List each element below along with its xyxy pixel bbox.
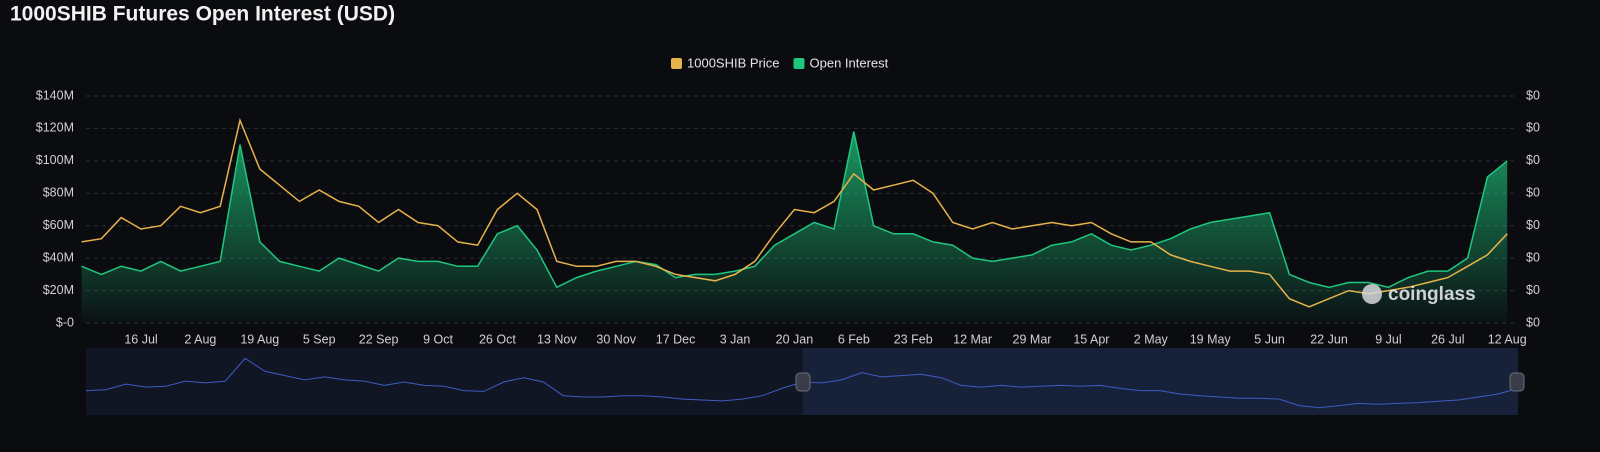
x-tick-label: 6 Feb [838, 332, 870, 346]
x-tick-label: 19 May [1190, 332, 1232, 346]
x-tick-label: 22 Sep [359, 332, 399, 346]
y-tick-label: $120M [36, 121, 74, 135]
x-tick-label: 2 May [1134, 332, 1169, 346]
x-tick-label: 15 Apr [1073, 332, 1109, 346]
x-tick-label: 26 Oct [479, 332, 516, 346]
y2-tick-label: $0 [1526, 283, 1540, 297]
y2-tick-label: $0 [1526, 218, 1540, 232]
y2-tick-label: $0 [1526, 121, 1540, 135]
x-tick-label: 9 Oct [423, 332, 453, 346]
navigator-handle[interactable] [1509, 372, 1525, 392]
x-tick-label: 13 Nov [537, 332, 577, 346]
x-tick-label: 22 Jun [1310, 332, 1348, 346]
y-tick-label: $80M [43, 186, 74, 200]
x-tick-label: 29 Mar [1013, 332, 1052, 346]
y-tick-label: $140M [36, 88, 74, 102]
watermark-logo [1362, 284, 1382, 304]
watermark: coinglass [1388, 284, 1476, 305]
navigator-handle[interactable] [795, 372, 811, 392]
x-tick-label: 20 Jan [776, 332, 814, 346]
y2-tick-label: $0 [1526, 88, 1540, 102]
area [81, 131, 1508, 323]
x-tick-label: 23 Feb [894, 332, 933, 346]
x-tick-label: 19 Aug [240, 332, 279, 346]
series-line [81, 117, 1508, 308]
chart-title: 1000SHIB Futures Open Interest (USD) [10, 3, 395, 26]
y-tick-label: $-0 [56, 315, 74, 329]
y2-tick-label: $0 [1526, 250, 1540, 264]
x-tick-label: 26 Jul [1431, 332, 1464, 346]
legend-swatch [671, 58, 682, 69]
legend-swatch [793, 58, 805, 69]
x-tick-label: 3 Jan [720, 332, 751, 346]
legend-label: 1000SHIB Price [687, 55, 780, 70]
y-tick-label: $40M [43, 250, 74, 264]
y2-tick-label: $0 [1526, 153, 1540, 167]
y2-tick-label: $0 [1526, 186, 1540, 200]
legend: 1000SHIB Price Open Interest [671, 55, 889, 70]
navigator-selection[interactable] [803, 348, 1518, 415]
x-tick-label: 9 Jul [1375, 332, 1401, 346]
x-tick-label: 16 Jul [124, 332, 157, 346]
x-tick-label: 12 Mar [953, 332, 992, 346]
y2-tick-label: $0 [1526, 315, 1540, 329]
legend-label: Open Interest [810, 55, 889, 70]
x-tick-label: 5 Jun [1254, 332, 1285, 346]
y-tick-label: $100M [36, 153, 74, 167]
y-tick-label: $20M [43, 283, 74, 297]
y-tick-label: $60M [43, 218, 74, 232]
series-line [81, 131, 1508, 289]
x-tick-label: 5 Sep [303, 332, 336, 346]
x-tick-label: 12 Aug [1488, 332, 1527, 346]
x-tick-label: 2 Aug [184, 332, 216, 346]
x-tick-label: 30 Nov [596, 332, 636, 346]
x-tick-label: 17 Dec [656, 332, 696, 346]
